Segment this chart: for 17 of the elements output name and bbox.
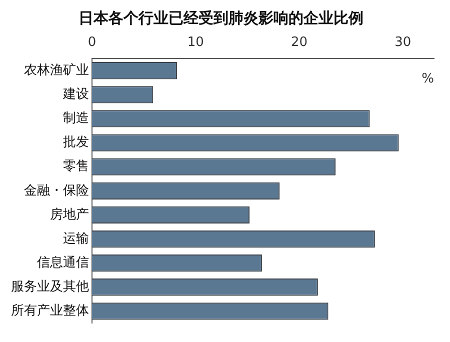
y-tick-label: 零售 (63, 159, 89, 174)
y-tick-label: 金融・保险 (24, 183, 89, 198)
x-tick-label: 0 (88, 35, 96, 50)
chart-title: 日本各个行业已经受到肺炎影响的企业比例 (78, 8, 364, 27)
x-tick-label: 30 (394, 35, 412, 50)
x-tick-label: 20 (291, 35, 308, 50)
y-tick-label: 信息通信 (37, 255, 89, 270)
y-tick-label: 建设 (62, 87, 89, 102)
x-tick-label: 10 (187, 35, 204, 50)
y-tick-label: 制造 (63, 111, 89, 126)
y-tick-label: 所有产业整体 (11, 304, 89, 319)
y-tick-label: 房地产 (50, 206, 89, 222)
y-tick-label: 农林渔矿业 (24, 63, 89, 78)
y-tick-label: 服务业及其他 (11, 279, 89, 294)
y-tick-label: 运输 (63, 231, 89, 246)
y-tick-label: 批发 (63, 135, 89, 150)
x-axis-title: % (422, 71, 434, 86)
